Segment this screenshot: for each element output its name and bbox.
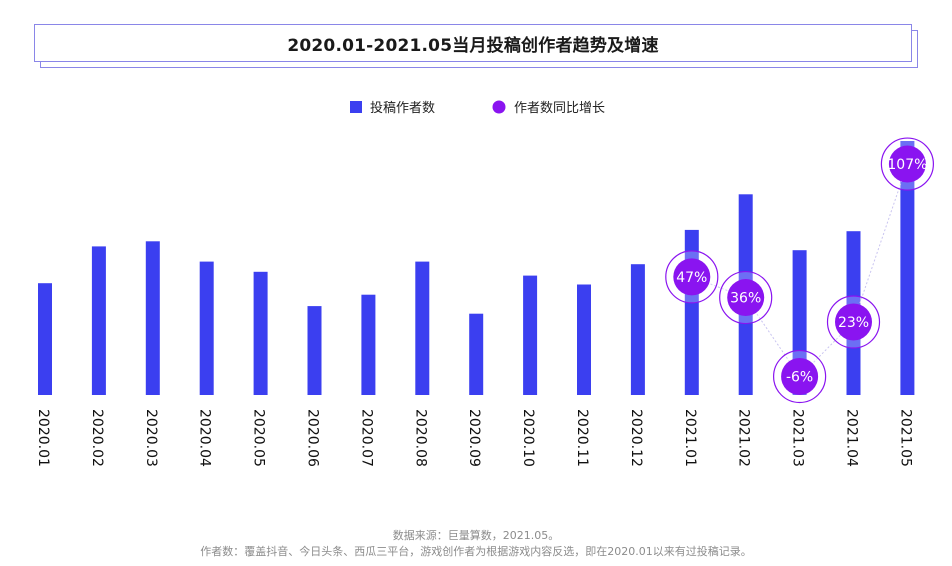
growth-point-2021.01	[673, 258, 711, 296]
bar-2020.06	[307, 306, 322, 395]
legend-swatch-bars	[350, 101, 362, 113]
growth-point-2021.03	[781, 358, 819, 395]
x-tick-label: 2020.06	[305, 409, 321, 467]
x-tick-label: 2021.04	[844, 409, 860, 467]
x-tick-label: 2020.04	[197, 409, 213, 467]
growth-point-2021.04	[835, 303, 872, 341]
growth-point-2021.02	[727, 279, 765, 317]
author-note: 作者数：覆盖抖音、今日头条、西瓜三平台，游戏创作者为根据游戏内容反选，即在202…	[200, 545, 752, 558]
bar-2021.05	[900, 141, 915, 395]
title-box: 2020.01-2021.05当月投稿创作者趋势及增速	[34, 24, 912, 62]
x-tick-label: 2020.03	[143, 409, 159, 467]
legend: 投稿作者数 作者数同比增长	[350, 100, 605, 116]
growth-point-2021.05	[888, 145, 926, 183]
x-tick-label: 2020.09	[466, 409, 482, 467]
growth-label: 23%	[838, 315, 869, 331]
bar-series	[38, 141, 915, 395]
x-tick-label: 2020.08	[412, 409, 428, 467]
bar-2020.05	[253, 271, 268, 395]
x-tick-label: 2021.02	[736, 409, 752, 467]
growth-label: 36%	[730, 291, 761, 307]
source-note: 数据来源：巨量算数，2021.05。	[392, 529, 560, 542]
legend-label-bars: 投稿作者数	[370, 100, 435, 116]
x-tick-label: 2020.12	[628, 409, 644, 467]
growth-series: 47% 36% -6% 23% 107%	[665, 137, 935, 404]
x-tick-label: 2020.07	[358, 409, 374, 467]
x-tick-label: 2021.03	[790, 409, 806, 467]
x-axis-ticks: 2020.01 2020.02 2020.03 2020.04 2020.05 2020.…	[35, 409, 913, 467]
legend-swatch-growth	[492, 100, 506, 114]
x-tick-label: 2021.05	[897, 409, 913, 467]
growth-label: -6%	[786, 370, 813, 386]
bar-2020.12	[630, 264, 645, 395]
bar-2020.02	[91, 246, 106, 395]
bar-2020.07	[361, 294, 376, 395]
legend-label-growth: 作者数同比增长	[514, 101, 605, 116]
x-tick-label: 2020.01	[35, 409, 51, 467]
x-tick-label: 2021.01	[682, 409, 698, 467]
x-tick-label: 2020.05	[251, 409, 267, 467]
growth-label: 47%	[676, 270, 707, 286]
growth-label: 107%	[887, 157, 927, 173]
chart-title: 2020.01-2021.05当月投稿创作者趋势及增速	[287, 35, 659, 56]
bar-2020.03	[145, 241, 160, 395]
bar-2020.10	[523, 275, 538, 395]
x-tick-label: 2020.10	[520, 409, 536, 467]
bar-2020.08	[415, 261, 430, 395]
x-tick-label: 2020.02	[89, 409, 105, 467]
bar-2020.11	[577, 284, 591, 395]
bar-2020.04	[199, 261, 214, 395]
bar-2020.09	[469, 313, 484, 395]
bar-2020.01	[38, 283, 52, 395]
x-tick-label: 2020.11	[574, 409, 590, 467]
